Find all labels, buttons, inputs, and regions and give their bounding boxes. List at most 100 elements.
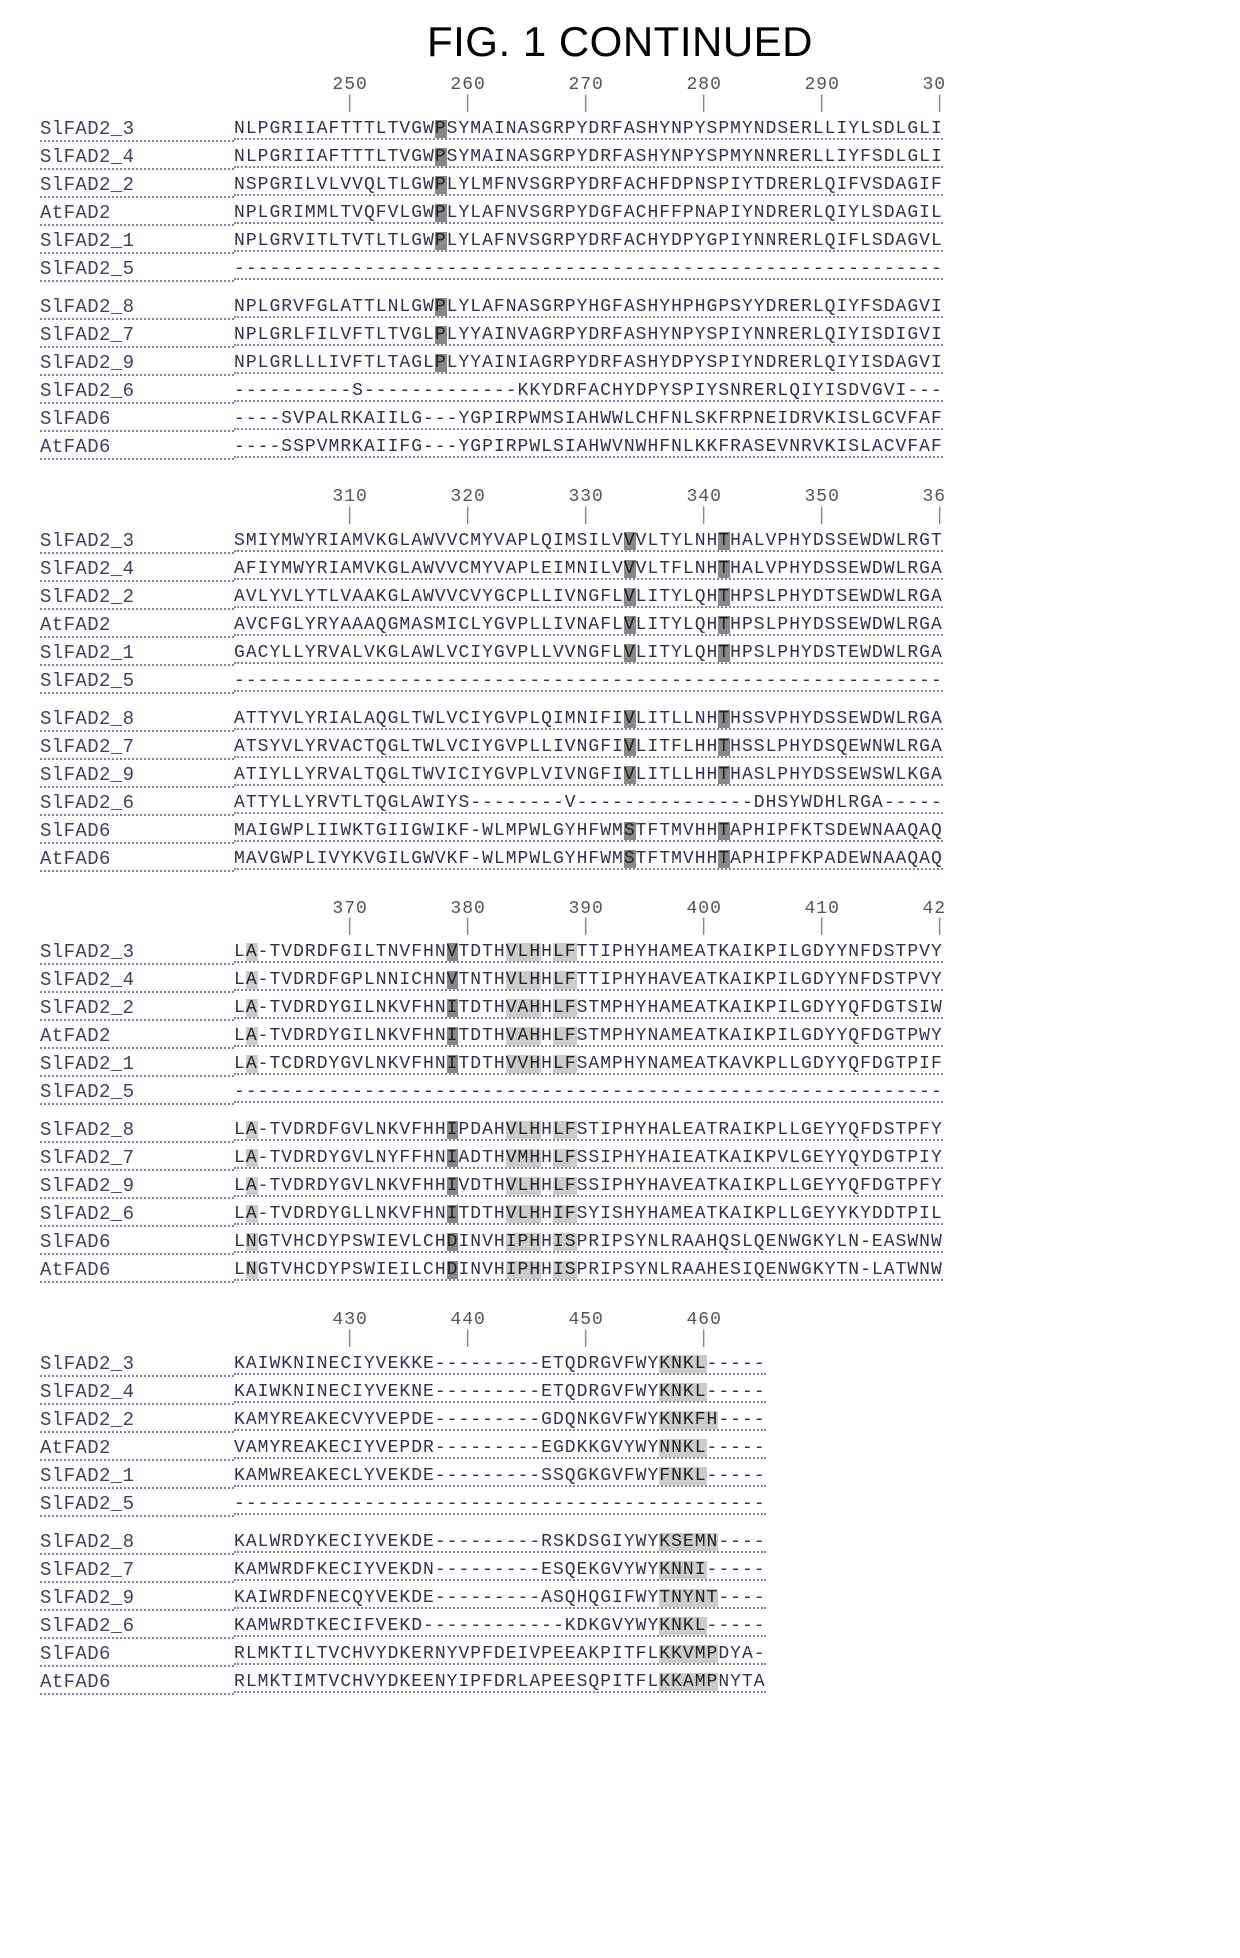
sequence-row: SlFAD2_4NLPGRIIAFTTTLTVGWPSYMAINASGRPYDR… [40, 144, 1240, 172]
sequence-residues: NPLGRVITLTVTLTLGWPLYLAFNVSGRPYDRFACHYDPY… [234, 232, 943, 252]
sequence-residues: KAMWREAKECLYVEKDE---------SSQGKGVFWYFNKL… [234, 1467, 766, 1487]
sequence-residues: KAMWRDTKECIFVEKD------------KDKGVYWYKNKL… [234, 1617, 766, 1637]
sequence-residues: MAVGWPLIVYKVGILGWVKF-WLMPWLGYHFWMSTFTMVH… [234, 850, 943, 870]
sequence-label: AtFAD6 [40, 848, 234, 872]
sequence-residues: NSPGRILVLVVQLTLGWPLYLMFNVSGRPYDRFACHFDPN… [234, 176, 943, 196]
sequence-residues: LNGTVHCDYPSWIEVLCHDINVHIPHHISPRIPSYNLRAA… [234, 1233, 943, 1253]
sequence-row: SlFAD2_5--------------------------------… [40, 1491, 1240, 1519]
sequence-row: SlFAD2_7ATSYVLYRVACTQGLTWLVCIYGVPLLIVNGF… [40, 734, 1240, 762]
sequence-residues: MAIGWPLIIWKTGIIGWIKF-WLMPWLGYHFWMSTFTMVH… [234, 822, 943, 842]
sequence-row: SlFAD2_3KAIWKNINECIYVEKKE---------ETQDRG… [40, 1351, 1240, 1379]
sequence-row: SlFAD2_9ATIYLLYRVALTQGLTWVICIYGVPLVIVNGF… [40, 762, 1240, 790]
sequence-residues: GACYLLYRVALVKGLAWLVCIYGVPLLVVNGFLVLITYLQ… [234, 644, 943, 664]
sequence-label: AtFAD2 [40, 1025, 234, 1049]
sequence-label: SlFAD2_4 [40, 558, 234, 582]
sequence-row: SlFAD2_2LA-TVDRDYGILNKVFHNITDTHVAHHLFSTM… [40, 995, 1240, 1023]
sequence-row: SlFAD2_9NPLGRLLLIVFTLTAGLPLYYAINIAGRPYDR… [40, 350, 1240, 378]
alignment-block: 250 260 270 280 290 30 | | | | | |SlFAD2… [0, 76, 1240, 462]
sequence-residues: ----------------------------------------… [234, 1083, 943, 1103]
sequence-row: SlFAD2_1LA-TCDRDYGVLNKVFHNITDTHVVHHLFSAM… [40, 1051, 1240, 1079]
sequence-label: SlFAD2_4 [40, 146, 234, 170]
sequence-row: SlFAD6MAIGWPLIIWKTGIIGWIKF-WLMPWLGYHFWMS… [40, 818, 1240, 846]
sequence-label: SlFAD2_9 [40, 1175, 234, 1199]
sequence-label: SlFAD2_4 [40, 969, 234, 993]
sequence-label: SlFAD2_8 [40, 708, 234, 732]
sequence-label: SlFAD2_8 [40, 296, 234, 320]
sequence-row: SlFAD2_1NPLGRVITLTVTLTLGWPLYLAFNVSGRPYDR… [40, 228, 1240, 256]
sequence-residues: KAMWRDFKECIYVEKDN---------ESQEKGVYWYKNNI… [234, 1561, 766, 1581]
sequence-label: SlFAD2_1 [40, 1053, 234, 1077]
sequence-label: SlFAD2_1 [40, 230, 234, 254]
sequence-row: SlFAD2_4KAIWKNINECIYVEKNE---------ETQDRG… [40, 1379, 1240, 1407]
sequence-residues: LA-TVDRDYGILNKVFHNITDTHVAHHLFSTMPHYHAMEA… [234, 999, 943, 1019]
sequence-row: SlFAD2_3LA-TVDRDFGILTNVFHNVTDTHVLHHLFTTI… [40, 939, 1240, 967]
sequence-residues: KAMYREAKECVYVEPDE---------GDQNKGVFWYKNKF… [234, 1411, 766, 1431]
sequence-label: SlFAD2_2 [40, 174, 234, 198]
sequence-label: SlFAD2_7 [40, 1147, 234, 1171]
sequence-residues: SMIYMWYRIAMVKGLAWVVCMYVAPLQIMSILVVVLTYLN… [234, 532, 943, 552]
sequence-residues: LA-TVDRDYGLLNKVFHNITDTHVLHHIFSYISHYHAMEA… [234, 1205, 943, 1225]
sequence-residues: ATTYVLYRIALAQGLTWLVCIYGVPLQIMNIFIVLITLLN… [234, 710, 943, 730]
sequence-label: AtFAD2 [40, 202, 234, 226]
sequence-residues: NPLGRIMMLTVQFVLGWPLYLAFNVSGRPYDGFACHFFPN… [234, 204, 943, 224]
sequence-row: SlFAD6RLMKTILTVCHVYDKERNYVPFDEIVPEEAKPIT… [40, 1641, 1240, 1669]
sequence-residues: NPLGRLFILVFTLTVGLPLYYAINVAGRPYDRFASHYNPY… [234, 326, 943, 346]
sequence-row: SlFAD2_5--------------------------------… [40, 256, 1240, 284]
sequence-label: SlFAD2_3 [40, 118, 234, 142]
sequence-residues: LA-TVDRDFGILTNVFHNVTDTHVLHHLFTTIPHYHAMEA… [234, 943, 943, 963]
sequence-residues: LA-TVDRDYGILNKVFHNITDTHVAHHLFSTMPHYNAMEA… [234, 1027, 943, 1047]
sequence-label: SlFAD2_4 [40, 1381, 234, 1405]
sequence-row: AtFAD6----SSPVMRKAIIFG---YGPIRPWLSIAHWVN… [40, 434, 1240, 462]
sequence-row: SlFAD2_3NLPGRIIAFTTTLTVGWPSYMAINASGRPYDR… [40, 116, 1240, 144]
sequence-row: SlFAD2_8KALWRDYKECIYVEKDE---------RSKDSG… [40, 1529, 1240, 1557]
sequence-label: SlFAD2_8 [40, 1531, 234, 1555]
sequence-row: AtFAD6MAVGWPLIVYKVGILGWVKF-WLMPWLGYHFWMS… [40, 846, 1240, 874]
sequence-label: SlFAD2_9 [40, 352, 234, 376]
sequence-label: SlFAD2_6 [40, 792, 234, 816]
sequence-row: AtFAD2VAMYREAKECIYVEPDR---------EGDKKGVY… [40, 1435, 1240, 1463]
sequence-label: SlFAD2_8 [40, 1119, 234, 1143]
sequence-label: AtFAD6 [40, 1259, 234, 1283]
sequence-residues: ----SSPVMRKAIIFG---YGPIRPWLSIAHWVNWHFNLK… [234, 438, 943, 458]
alignment-block: 430 440 450 460 | | | | SlFAD2_3KAIWKNIN… [0, 1311, 1240, 1697]
sequence-label: SlFAD2_3 [40, 941, 234, 965]
sequence-residues: ATSYVLYRVACTQGLTWLVCIYGVPLLIVNGFIVLITFLH… [234, 738, 943, 758]
alignment-block: 310 320 330 340 350 36 | | | | | |SlFAD2… [0, 488, 1240, 874]
sequence-row: SlFAD2_6LA-TVDRDYGLLNKVFHNITDTHVLHHIFSYI… [40, 1201, 1240, 1229]
sequence-residues: KALWRDYKECIYVEKDE---------RSKDSGIYWYKSEM… [234, 1533, 766, 1553]
sequence-label: SlFAD2_9 [40, 1587, 234, 1611]
sequence-label: AtFAD6 [40, 1671, 234, 1695]
sequence-row: SlFAD2_1GACYLLYRVALVKGLAWLVCIYGVPLLVVNGF… [40, 640, 1240, 668]
sequence-row: SlFAD2_9KAIWRDFNECQYVEKDE---------ASQHQG… [40, 1585, 1240, 1613]
sequence-label: SlFAD2_3 [40, 530, 234, 554]
sequence-residues: NLPGRIIAFTTTLTVGWPSYMAINASGRPYDRFASHYNPY… [234, 120, 943, 140]
sequence-label: SlFAD2_6 [40, 1615, 234, 1639]
sequence-label: SlFAD6 [40, 1643, 234, 1667]
sequence-label: SlFAD2_5 [40, 1493, 234, 1517]
sequence-label: AtFAD6 [40, 436, 234, 460]
figure-title: FIG. 1 CONTINUED [0, 18, 1240, 66]
sequence-residues: LA-TVDRDYGVLNYFFHNIADTHVMHHLFSSIPHYHAIEA… [234, 1149, 943, 1169]
sequence-row: AtFAD2AVCFGLYRYAAAQGMASMICLYGVPLLIVNAFLV… [40, 612, 1240, 640]
sequence-row: SlFAD2_6ATTYLLYRVTLTQGLAWIYS--------V---… [40, 790, 1240, 818]
sequence-residues: ----------------------------------------… [234, 260, 943, 280]
sequence-residues: ----SVPALRKAIILG---YGPIRPWMSIAHWWLCHFNLS… [234, 410, 943, 430]
sequence-residues: KAIWKNINECIYVEKNE---------ETQDRGVFWYKNKL… [234, 1383, 766, 1403]
sequence-residues: KAIWKNINECIYVEKKE---------ETQDRGVFWYKNKL… [234, 1355, 766, 1375]
sequence-row: SlFAD2_4AFIYMWYRIAMVKGLAWVVCMYVAPLEIMNIL… [40, 556, 1240, 584]
sequence-residues: ATIYLLYRVALTQGLTWVICIYGVPLVIVNGFIVLITLLH… [234, 766, 943, 786]
sequence-label: SlFAD6 [40, 408, 234, 432]
position-ruler: 310 320 330 340 350 36 | | | | | | [238, 488, 1240, 526]
sequence-label: SlFAD2_1 [40, 1465, 234, 1489]
sequence-residues: KAIWRDFNECQYVEKDE---------ASQHQGIFWYTNYN… [234, 1589, 766, 1609]
sequence-label: SlFAD2_7 [40, 1559, 234, 1583]
sequence-row: AtFAD2LA-TVDRDYGILNKVFHNITDTHVAHHLFSTMPH… [40, 1023, 1240, 1051]
sequence-label: SlFAD2_3 [40, 1353, 234, 1377]
sequence-row: SlFAD2_7LA-TVDRDYGVLNYFFHNIADTHVMHHLFSSI… [40, 1145, 1240, 1173]
sequence-label: SlFAD2_5 [40, 1081, 234, 1105]
sequence-row: SlFAD2_6KAMWRDTKECIFVEKD------------KDKG… [40, 1613, 1240, 1641]
sequence-row: SlFAD2_1KAMWREAKECLYVEKDE---------SSQGKG… [40, 1463, 1240, 1491]
sequence-residues: LA-TVDRDFGPLNNICHNVTNTHVLHHLFTTIPHYHAVEA… [234, 971, 943, 991]
sequence-residues: ----------------------------------------… [234, 1495, 766, 1515]
sequence-row: SlFAD2_5--------------------------------… [40, 1079, 1240, 1107]
